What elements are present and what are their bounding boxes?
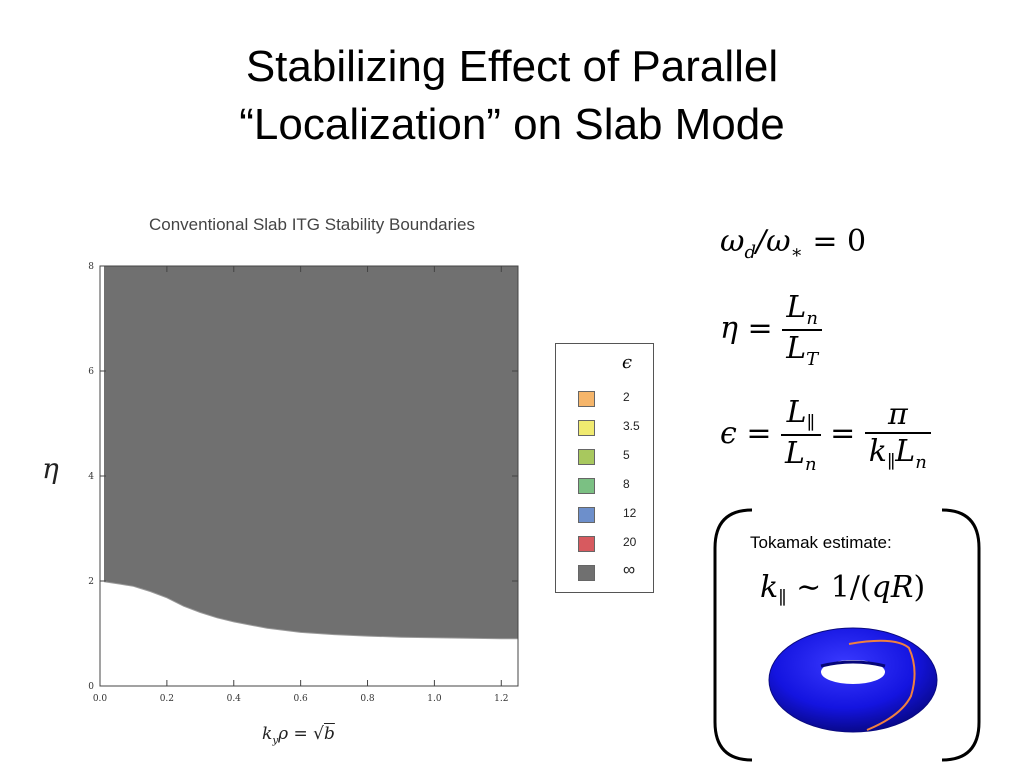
legend-swatch	[578, 507, 595, 523]
legend-item: 8	[578, 477, 648, 495]
x-tick-label: 0.6	[293, 694, 308, 704]
legend-swatch	[578, 449, 595, 465]
legend-swatch	[578, 536, 595, 552]
equation-omega-ratio: ωd/ω∗ = 0	[720, 224, 867, 263]
tokamak-bracket-box	[713, 508, 981, 762]
region-epsilon-6	[99, 265, 519, 640]
legend: ϵ 2 3.5 5 8 12 20 ∞	[555, 343, 654, 593]
y-tick-label: 8	[88, 262, 94, 272]
slide-title-line1: Stabilizing Effect of Parallel	[245, 42, 779, 91]
legend-label: 20	[623, 535, 637, 549]
legend-swatch	[578, 478, 595, 494]
x-tick-label: 1.2	[494, 694, 508, 704]
tokamak-label: Tokamak estimate:	[750, 533, 892, 552]
legend-item: 12	[578, 506, 648, 524]
y-tick-label: 0	[88, 682, 94, 692]
legend-title: ϵ	[622, 352, 633, 373]
x-tick-label: 0.8	[360, 694, 375, 704]
x-axis-label: kyρ = √b	[262, 724, 335, 747]
legend-item: 3.5	[578, 419, 648, 437]
x-tick-label: 0.2	[160, 694, 174, 704]
y-tick-label: 2	[88, 577, 94, 587]
equation-eta: η = Ln LT	[720, 290, 823, 370]
x-tick-label: 0.4	[227, 694, 242, 704]
tokamak-formula: k∥ ∼ 1/(qR)	[760, 570, 926, 609]
legend-swatch	[578, 391, 595, 407]
legend-swatch	[578, 565, 595, 581]
legend-item: 2	[578, 390, 648, 408]
torus-image	[768, 627, 938, 733]
y-tick-label: 4	[88, 472, 94, 482]
chart-title: Conventional Slab ITG Stability Boundari…	[148, 215, 475, 234]
slide-title-line2: “Localization” on Slab Mode	[239, 100, 785, 149]
legend-swatch	[578, 420, 595, 436]
legend-item: 20	[578, 535, 648, 553]
legend-label: ∞	[623, 560, 636, 579]
stability-plot: 0.0 0.2 0.4 0.6 0.8 1.0 1.2 0 2 4 6 8	[88, 262, 519, 704]
legend-label: 5	[623, 448, 630, 462]
legend-label: 8	[623, 477, 630, 491]
legend-item: ∞	[578, 560, 648, 582]
y-axis-label: η	[42, 452, 59, 485]
legend-label: 12	[623, 506, 637, 520]
y-tick-label: 6	[88, 367, 94, 377]
legend-label: 2	[623, 390, 630, 404]
equation-epsilon: ϵ = L∥ Ln = π k∥Ln	[720, 395, 931, 475]
legend-item: 5	[578, 448, 648, 466]
x-tick-label: 0.0	[93, 694, 108, 704]
x-tick-label: 1.0	[427, 694, 442, 704]
legend-label: 3.5	[623, 419, 640, 433]
slide-title: Stabilizing Effect of Parallel “Localiza…	[0, 38, 1024, 154]
